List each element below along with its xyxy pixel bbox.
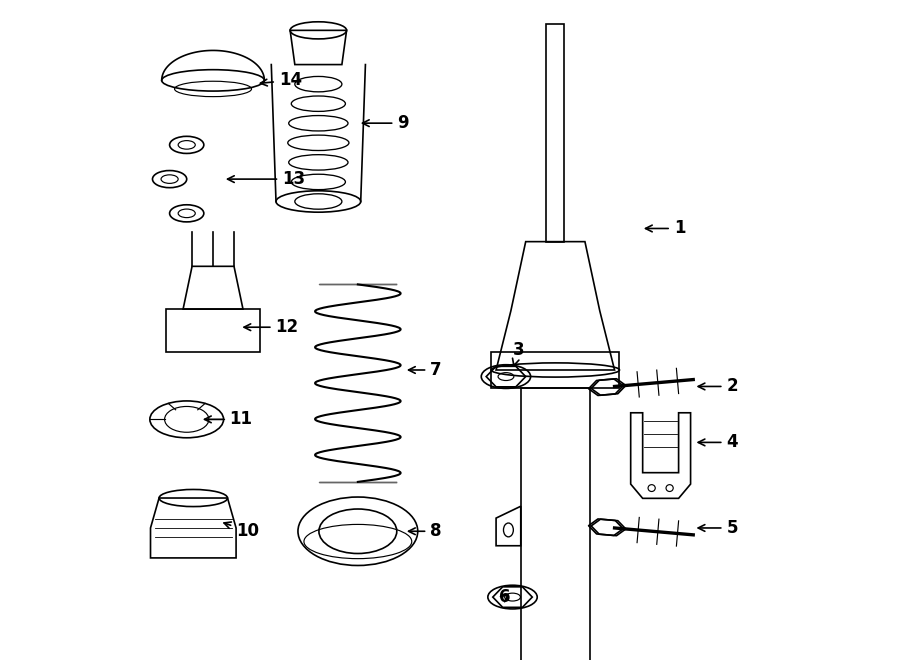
Bar	[521, 388, 590, 661]
Text: 12: 12	[244, 318, 299, 336]
Text: 9: 9	[363, 114, 409, 132]
Text: 8: 8	[409, 522, 442, 540]
Text: 1: 1	[645, 219, 685, 237]
Text: 7: 7	[409, 361, 442, 379]
Bar	[491, 352, 619, 388]
Text: 4: 4	[698, 434, 738, 451]
Text: 2: 2	[698, 377, 738, 395]
Text: 10: 10	[224, 522, 259, 540]
Text: 11: 11	[204, 410, 253, 428]
Text: 3: 3	[512, 341, 524, 366]
Text: 6: 6	[500, 588, 511, 606]
Text: 13: 13	[228, 170, 305, 188]
Text: 14: 14	[260, 71, 302, 89]
Bar	[166, 309, 260, 352]
Bar	[546, 24, 564, 242]
Text: 5: 5	[698, 519, 738, 537]
